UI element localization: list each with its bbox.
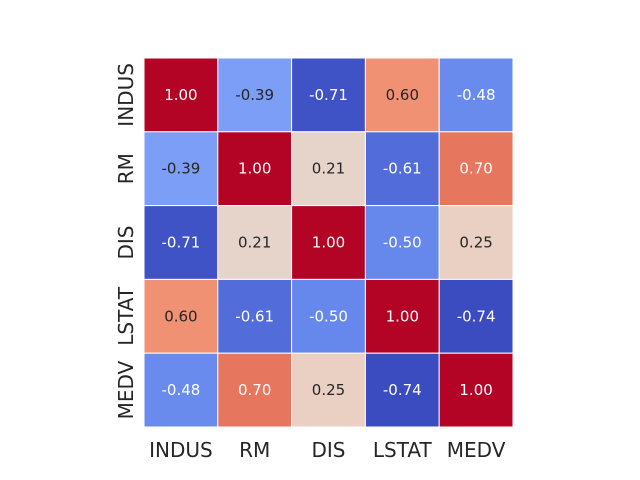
heatmap-cell-dis-medv <box>438 205 514 280</box>
cell-value-label: -0.74 <box>383 381 422 399</box>
heatmap-cell-dis-lstat <box>364 205 440 280</box>
heatmap-cell-rm-dis <box>291 131 366 207</box>
cell-value-label: 1.00 <box>238 160 271 178</box>
cell-value-label: 0.21 <box>238 234 271 252</box>
cell-value-label: -0.48 <box>457 86 496 104</box>
cell-value-label: -0.39 <box>235 86 274 104</box>
cell-value-label: 0.60 <box>386 86 419 104</box>
cell-value-label: 0.21 <box>312 160 345 178</box>
x-tick-medv: MEDV <box>447 438 506 462</box>
cell-value-label: -0.48 <box>161 381 200 399</box>
heatmap-cell-lstat-rm <box>217 278 293 354</box>
heatmap-cell-medv-dis <box>291 352 366 428</box>
x-tick-rm: RM <box>239 438 270 462</box>
heatmap-cell-lstat-lstat <box>364 278 440 354</box>
heatmap-cell-rm-medv <box>438 131 514 207</box>
cell-value-label: -0.74 <box>457 307 496 325</box>
cell-value-label: 0.25 <box>312 381 345 399</box>
cell-value-label: -0.50 <box>383 234 422 252</box>
heatmap-cell-lstat-dis <box>291 278 366 354</box>
x-tick-indus: INDUS <box>149 438 213 462</box>
heatmap-cell-medv-indus <box>143 352 219 428</box>
heatmap-cell-medv-rm <box>217 352 293 428</box>
cell-value-label: -0.39 <box>161 160 200 178</box>
cell-value-label: 1.00 <box>312 234 345 252</box>
heatmap-cell-lstat-medv <box>438 278 514 354</box>
heatmap-cell-indus-indus <box>143 57 219 133</box>
cell-value-label: 0.70 <box>459 160 492 178</box>
cell-value-label: 0.70 <box>238 381 271 399</box>
y-tick-rm: RM <box>114 153 138 184</box>
heatmap-cell-indus-rm <box>217 57 293 133</box>
heatmap-cell-dis-rm <box>217 205 293 280</box>
cell-value-label: -0.61 <box>235 307 274 325</box>
cell-value-label: 0.60 <box>164 307 197 325</box>
heatmap-cell-lstat-indus <box>143 278 219 354</box>
x-axis-tick-labels: INDUS RM DIS LSTAT MEDV <box>149 438 506 462</box>
y-tick-medv: MEDV <box>114 360 138 419</box>
cell-value-label: 1.00 <box>386 307 419 325</box>
x-tick-dis: DIS <box>312 438 346 462</box>
heatmap-cell-dis-dis <box>291 205 366 280</box>
heatmap-cell-indus-medv <box>438 57 514 133</box>
cell-value-label: -0.71 <box>161 234 200 252</box>
cell-value-label: 1.00 <box>164 86 197 104</box>
heatmap-cell-indus-lstat <box>364 57 440 133</box>
y-tick-indus: INDUS <box>114 63 138 127</box>
cell-value-label: 0.25 <box>459 234 492 252</box>
heatmap-cell-rm-indus <box>143 131 219 207</box>
y-tick-lstat: LSTAT <box>114 286 138 346</box>
heatmap-cells: 1.00 -0.39 -0.71 0.60 -0.48 -0.39 1.00 0.21 -0.6… <box>143 57 514 428</box>
cell-value-label: -0.61 <box>383 160 422 178</box>
x-tick-lstat: LSTAT <box>373 438 433 462</box>
cell-value-label: -0.50 <box>309 307 348 325</box>
cell-value-label: 1.00 <box>459 381 492 399</box>
y-tick-dis: DIS <box>114 226 138 260</box>
cell-value-label: -0.71 <box>309 86 348 104</box>
y-axis-tick-labels: INDUS RM DIS LSTAT MEDV <box>114 63 138 419</box>
heatmap-cell-indus-dis <box>291 57 366 133</box>
heatmap-cell-medv-medv <box>438 352 514 428</box>
